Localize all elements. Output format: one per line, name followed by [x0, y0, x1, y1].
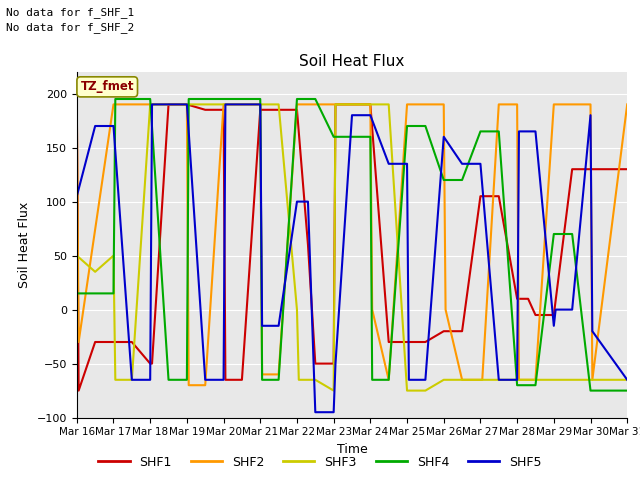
- Text: No data for f_SHF_2: No data for f_SHF_2: [6, 22, 134, 33]
- Text: TZ_fmet: TZ_fmet: [81, 80, 134, 93]
- Y-axis label: Soil Heat Flux: Soil Heat Flux: [18, 202, 31, 288]
- X-axis label: Time: Time: [337, 443, 367, 456]
- Title: Soil Heat Flux: Soil Heat Flux: [300, 54, 404, 70]
- Legend: SHF1, SHF2, SHF3, SHF4, SHF5: SHF1, SHF2, SHF3, SHF4, SHF5: [93, 451, 547, 474]
- Text: No data for f_SHF_1: No data for f_SHF_1: [6, 7, 134, 18]
